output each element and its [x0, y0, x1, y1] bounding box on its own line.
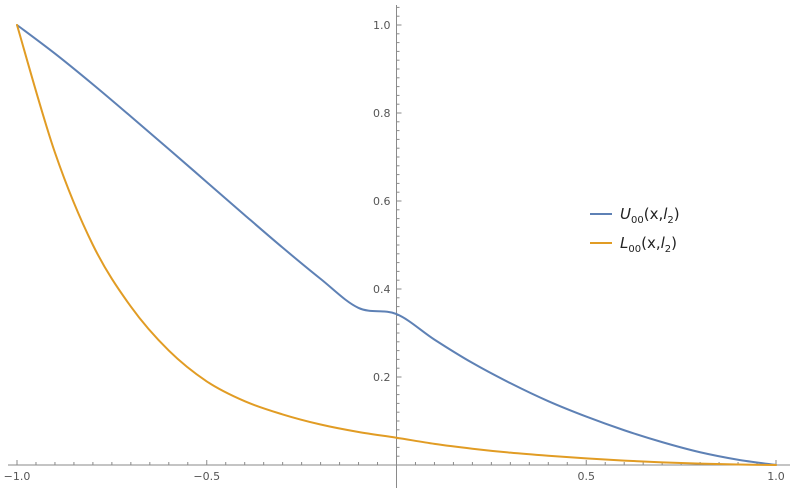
y-tick-label: 0.6	[373, 195, 391, 208]
x-tick-label: −0.5	[193, 470, 220, 483]
legend-item: U00(x,l2)	[590, 205, 680, 226]
axes	[8, 5, 790, 488]
y-tick-label: 1.0	[373, 19, 391, 32]
y-tick-label: 0.4	[373, 283, 391, 296]
y-tick-label: 0.2	[373, 371, 391, 384]
legend: U00(x,l2) L00(x,l2)	[590, 205, 680, 255]
y-tick-label: 0.8	[373, 107, 391, 120]
x-tick-label: −1.0	[4, 470, 31, 483]
legend-item: L00(x,l2)	[590, 234, 677, 255]
series-line-u	[16, 24, 777, 466]
ticks: −1.0 −0.5 0.5 1.0 0.2 0.4 0.6 0.8 1.0	[4, 6, 785, 483]
x-tick-label: 1.0	[767, 470, 785, 483]
series-line-l	[16, 24, 777, 466]
legend-label: L00(x,l2)	[620, 234, 677, 255]
series-layer	[16, 24, 777, 466]
legend-label: U00(x,l2)	[620, 205, 680, 226]
x-tick-label: 0.5	[578, 470, 596, 483]
